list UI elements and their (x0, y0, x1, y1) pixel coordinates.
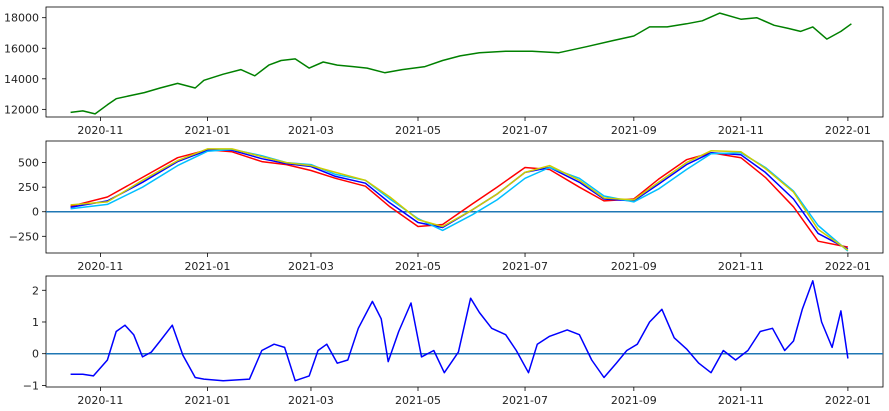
x-tick-label: 2021-03 (288, 260, 334, 273)
x-tick-label: 2020-11 (77, 124, 123, 137)
y-tick-label: 250 (18, 181, 39, 194)
axes-frame (45, 275, 884, 388)
x-tick-label: 2021-11 (718, 260, 764, 273)
x-tick-label: 2021-05 (395, 260, 441, 273)
oscillator-chart-panel: 2020-11 2021-01 2021-03 2021-05 2021-07 2021-… (23, 275, 884, 407)
x-tick-label: 2021-03 (288, 124, 334, 137)
axes-frame (45, 140, 884, 254)
y-tick-label: 2 (32, 284, 39, 297)
x-tick-label: 2022-01 (825, 260, 871, 273)
series-line-1 (70, 280, 849, 382)
x-tick-label: 2021-01 (184, 124, 230, 137)
y-tick-label: −250 (9, 230, 39, 243)
x-tick-label: 2021-01 (184, 394, 230, 407)
y-tick-label: 18000 (4, 12, 39, 25)
x-tick-label: 2021-09 (611, 124, 657, 137)
y-tick-label: 500 (18, 157, 39, 170)
axes-frame (45, 6, 884, 118)
series-line-2 (70, 149, 849, 250)
x-tick-label: 2021-07 (502, 260, 548, 273)
y-tick-label: 0 (32, 348, 39, 361)
y-tick-label: 1 (32, 316, 39, 329)
series-line-1 (70, 12, 852, 115)
x-tick-label: 2021-09 (611, 260, 657, 273)
y-tick-label: −1 (23, 379, 39, 392)
y-tick-label: 0 (32, 206, 39, 219)
y-tick-label: 16000 (4, 42, 39, 55)
series-line-4 (70, 148, 849, 251)
moving-average-chart-panel: 2020-11 2021-01 2021-03 2021-05 2021-07 2021-… (9, 140, 884, 273)
x-tick-label: 2021-11 (718, 394, 764, 407)
series-line-3 (70, 148, 849, 252)
price-chart-panel: 2020-11 2021-01 2021-03 2021-05 2021-07 2021-… (4, 6, 884, 137)
x-tick-label: 2022-01 (825, 124, 871, 137)
y-tick-label: 14000 (4, 73, 39, 86)
x-tick-label: 2022-01 (825, 394, 871, 407)
x-tick-label: 2021-03 (288, 394, 334, 407)
y-tick-label: 12000 (4, 103, 39, 116)
x-tick-label: 2021-01 (184, 260, 230, 273)
x-tick-label: 2021-11 (718, 124, 764, 137)
x-tick-label: 2021-05 (395, 394, 441, 407)
x-tick-label: 2021-07 (502, 394, 548, 407)
x-tick-label: 2021-05 (395, 124, 441, 137)
x-tick-label: 2020-11 (77, 394, 123, 407)
x-tick-label: 2021-07 (502, 124, 548, 137)
x-tick-label: 2021-09 (611, 394, 657, 407)
x-tick-label: 2020-11 (77, 260, 123, 273)
series-line-1 (70, 149, 849, 248)
